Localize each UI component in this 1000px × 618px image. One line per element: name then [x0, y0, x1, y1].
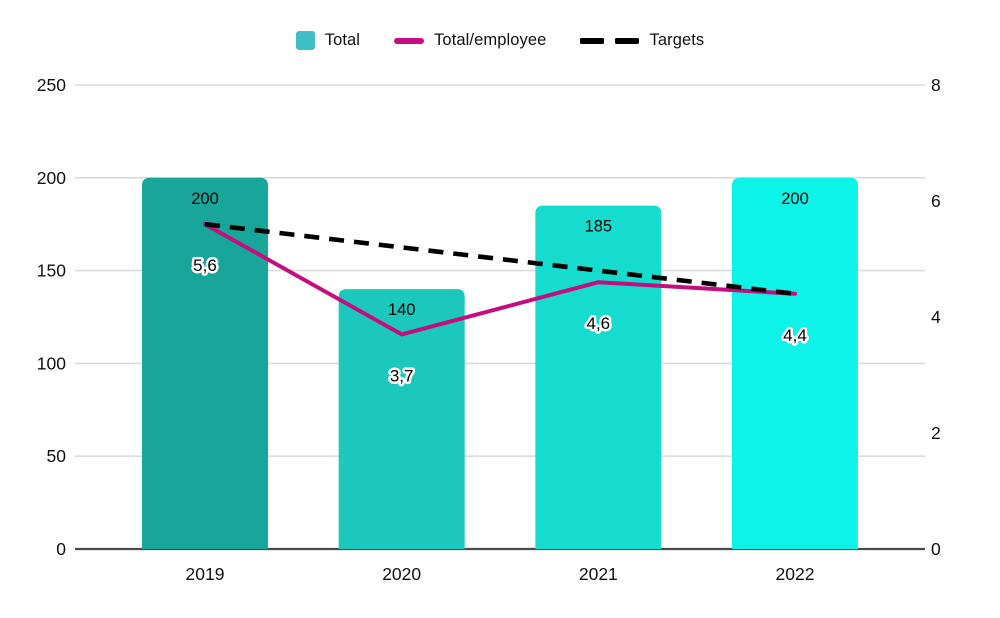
targets-dash-segment — [615, 37, 640, 44]
legend-item-total[interactable]: Total — [295, 31, 361, 50]
targets-line[interactable] — [204, 221, 796, 297]
left-axis-tick-150: 150 — [37, 261, 66, 281]
right-axis-tick-4: 4 — [931, 307, 941, 327]
chart-legend: Total Total/employee Targets — [0, 31, 1000, 50]
legend-item-targets[interactable]: Targets — [580, 31, 704, 50]
right-axis-tick-8: 8 — [931, 75, 941, 95]
total-employee-line[interactable] — [203, 222, 798, 337]
category-label-2021: 2021 — [579, 564, 618, 584]
bar-value-label-2022: 200 — [781, 190, 809, 208]
category-label-2020: 2020 — [382, 564, 421, 584]
left-axis-tick-100: 100 — [37, 353, 66, 373]
targets-dash-segment — [580, 37, 605, 44]
left-axis-tick-50: 50 — [47, 446, 67, 466]
bar-value-label-2021: 185 — [585, 218, 613, 236]
right-axis-tick-0: 0 — [931, 539, 941, 559]
bar-2021[interactable] — [535, 205, 662, 549]
line-value-label-2022: 4,4 — [783, 326, 807, 345]
line-value-label-2021: 4,6 — [587, 314, 611, 333]
legend-item-total-employee[interactable]: Total/employee — [394, 31, 546, 50]
bar-2019[interactable] — [142, 177, 268, 550]
category-label-2022: 2022 — [776, 564, 815, 584]
bar-value-label-2020: 140 — [388, 301, 416, 319]
legend-label-targets: Targets — [649, 31, 705, 49]
bar-2020[interactable] — [338, 289, 465, 549]
right-axis-tick-6: 6 — [931, 191, 941, 211]
left-axis-tick-250: 250 — [37, 75, 66, 95]
total-employee-line-icon — [394, 37, 425, 44]
category-label-2019: 2019 — [186, 564, 225, 584]
right-axis-tick-2: 2 — [931, 423, 941, 443]
legend-label-total-employee: Total/employee — [434, 31, 547, 49]
legend-label-total: Total — [324, 31, 361, 49]
bar-2022[interactable] — [732, 177, 859, 550]
line-value-label-2019: 5,6 — [193, 256, 217, 275]
targets-dash-icon — [580, 37, 640, 44]
bar-value-label-2019: 200 — [191, 190, 219, 208]
total-swatch-icon — [295, 31, 315, 50]
line-value-label-2020: 3,7 — [390, 366, 414, 385]
left-axis-tick-200: 200 — [37, 168, 66, 188]
left-axis-tick-0: 0 — [56, 539, 66, 559]
